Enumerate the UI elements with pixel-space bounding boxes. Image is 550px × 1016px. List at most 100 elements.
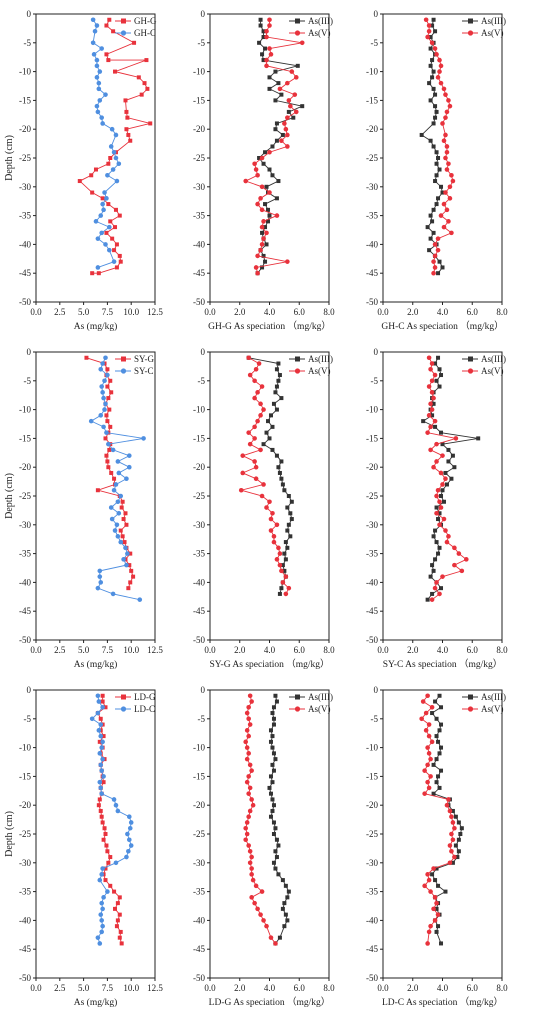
x-tick-label: 0.0 (377, 983, 389, 993)
data-point (103, 242, 108, 247)
data-point (425, 941, 430, 946)
data-point (279, 476, 284, 481)
data-point (108, 505, 114, 510)
legend-label: As(V) (481, 28, 504, 38)
data-point (94, 103, 100, 109)
data-point (300, 104, 305, 109)
data-point (113, 225, 118, 230)
y-tick-label: -25 (366, 829, 378, 839)
data-point (295, 63, 300, 68)
data-point (101, 774, 106, 779)
data-point (108, 883, 113, 888)
data-point (98, 580, 104, 585)
data-point (280, 563, 285, 568)
data-point (243, 837, 248, 843)
data-point (441, 201, 447, 207)
data-point (271, 534, 277, 539)
y-tick-label: -45 (366, 268, 378, 278)
data-point (285, 545, 290, 550)
data-point (437, 591, 442, 597)
data-point (443, 115, 448, 120)
data-point (433, 878, 438, 883)
data-point (117, 895, 122, 900)
data-point (285, 144, 290, 149)
data-point (434, 52, 439, 57)
chart-ld-total: 0 -5 -10 -15 -20 -25 -30 -35 -40 -45 -500.0 2.5 5.0 7… (4, 685, 163, 1008)
data-point (447, 860, 453, 866)
data-point (276, 361, 281, 366)
data-point (255, 253, 260, 259)
data-point (431, 69, 436, 74)
legend-label: LD-G (134, 692, 156, 702)
data-point (104, 843, 109, 848)
data-point (282, 901, 287, 906)
y-tick-label: -15 (366, 95, 378, 105)
legend-label: As(V) (308, 28, 331, 38)
legend-marker (295, 694, 300, 700)
legend-marker (467, 706, 474, 712)
data-point (292, 92, 298, 97)
data-point (244, 728, 250, 733)
x-axis-label: GH-C As speciation （mg/kg） (381, 320, 503, 332)
data-point (123, 511, 128, 516)
data-point (273, 693, 278, 698)
x-tick-label: 2.0 (234, 645, 246, 655)
y-tick-label: -10 (19, 743, 31, 753)
data-point (436, 517, 441, 522)
data-point (419, 132, 424, 137)
data-point (437, 785, 442, 790)
data-point (270, 424, 275, 429)
data-point (243, 739, 248, 745)
data-point (444, 144, 450, 149)
data-point (120, 534, 125, 539)
data-point (268, 413, 273, 418)
data-point (464, 557, 469, 562)
x-tick-label: 6.0 (294, 307, 306, 317)
data-point (243, 825, 248, 831)
x-tick-label: 0.0 (377, 645, 389, 655)
data-point (433, 424, 438, 429)
data-point (261, 58, 266, 63)
data-point (247, 693, 253, 699)
y-tick-label: -20 (193, 462, 205, 472)
y-tick-label: -30 (19, 182, 31, 192)
y-tick-label: 0 (27, 347, 32, 357)
data-point (453, 814, 458, 819)
legend-marker (121, 694, 126, 700)
y-tick-label: -30 (193, 520, 205, 530)
data-point (97, 98, 103, 103)
data-point (429, 597, 435, 602)
data-point (247, 860, 253, 866)
data-point (112, 889, 117, 894)
data-point (428, 46, 433, 51)
data-point (249, 768, 254, 773)
data-point (421, 419, 426, 424)
data-point (103, 705, 108, 710)
data-point (96, 271, 101, 276)
data-point (441, 516, 447, 522)
data-point (452, 825, 457, 831)
data-point (289, 499, 294, 504)
data-point (428, 35, 433, 40)
data-point (432, 918, 438, 923)
data-point (437, 367, 442, 372)
data-point (100, 756, 105, 762)
data-point (271, 722, 276, 727)
data-point (114, 242, 119, 247)
data-point (246, 716, 251, 722)
data-point (131, 574, 136, 579)
data-point (270, 144, 275, 149)
data-point (128, 820, 134, 825)
data-point (274, 855, 279, 860)
data-point (259, 384, 265, 389)
data-point (264, 505, 269, 510)
data-point (439, 184, 444, 189)
data-point (263, 259, 268, 264)
data-point (77, 179, 82, 184)
data-point (104, 413, 109, 418)
data-point (106, 465, 111, 470)
legend-label: GH-G (134, 16, 157, 26)
data-point (428, 213, 433, 218)
data-point (261, 442, 266, 447)
data-point (240, 470, 246, 476)
